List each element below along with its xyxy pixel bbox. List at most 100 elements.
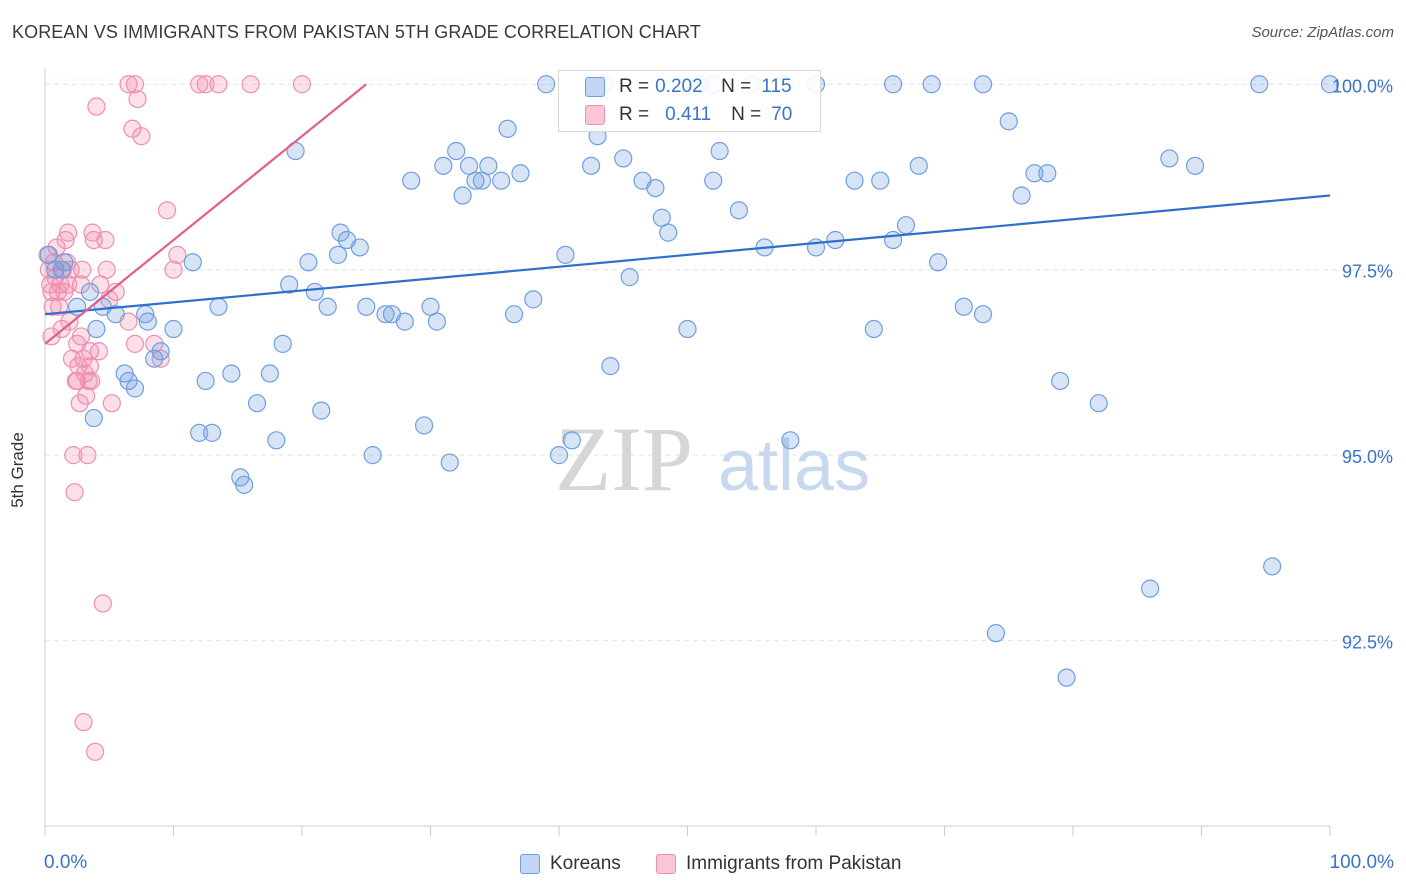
pakistan-point: [164, 260, 183, 279]
legend-row-pakistan: R = 0.411 N = 70: [559, 101, 792, 129]
korean-point: [922, 75, 941, 94]
koreans-n-value: 115: [761, 76, 792, 97]
pakistan-legend-swatch: [656, 854, 676, 874]
korean-point: [1025, 164, 1044, 183]
korean-point: [260, 364, 279, 383]
korean-point: [280, 275, 299, 294]
x-tick-label-min: 0.0%: [44, 852, 88, 873]
pakistan-n-value: 70: [771, 104, 793, 125]
korean-point: [235, 475, 254, 494]
korean-point: [678, 319, 697, 339]
korean-point: [511, 164, 530, 183]
korean-point: [138, 312, 157, 331]
pakistan-point: [125, 75, 145, 94]
pakistan-r-value: 0.411: [665, 104, 712, 125]
korean-point: [312, 401, 331, 420]
korean-point: [620, 268, 639, 287]
pakistan-point: [60, 312, 79, 331]
korean-point: [704, 171, 723, 190]
pakistan-point: [119, 75, 138, 94]
bottom-legend-pakistan: Immigrants from Pakistan: [656, 852, 901, 876]
pakistan-point: [73, 260, 92, 279]
korean-point: [524, 290, 543, 309]
pakistan-point: [59, 223, 78, 242]
korean-point: [447, 141, 466, 161]
pakistan-point: [102, 394, 121, 413]
x-tick-label-max: 100.0%: [1329, 852, 1394, 873]
y-tick-label: 95.0%: [1342, 447, 1393, 467]
watermark-zip: ZIP: [555, 408, 693, 510]
pakistan-point: [86, 742, 105, 761]
korean-point: [434, 156, 453, 175]
korean-point: [549, 446, 569, 465]
pakistan-point: [65, 483, 84, 502]
korean-point: [1012, 186, 1031, 205]
korean-point: [106, 305, 125, 324]
pakistan-point: [132, 127, 151, 146]
pakistan-point: [87, 97, 106, 116]
pakistan-point: [64, 446, 83, 465]
pakistan-trend-line: [44, 83, 367, 345]
korean-point: [973, 305, 993, 324]
korean-point: [145, 349, 164, 368]
korean-point: [350, 238, 369, 257]
korean-point: [427, 312, 447, 331]
korean-point: [376, 305, 395, 324]
korean-point: [84, 408, 103, 428]
pakistan-point: [74, 713, 93, 732]
korean-point: [896, 216, 916, 235]
n-label: N =: [721, 76, 752, 97]
korean-point: [845, 171, 864, 190]
korean-point: [299, 253, 318, 272]
pakistan-point: [74, 349, 93, 368]
y-tick-labels: 92.5% 95.0% 97.5% 100.0%: [1332, 76, 1393, 652]
korean-points: [39, 75, 1340, 687]
korean-point: [1263, 557, 1282, 576]
pakistan-point: [78, 446, 97, 465]
korean-point: [151, 342, 170, 361]
korean-point: [729, 201, 749, 220]
legend-row-koreans: R = 0.202 N = 115: [559, 73, 792, 101]
korean-point: [582, 156, 601, 175]
pakistan-points: [38, 75, 312, 761]
y-tick-label: 100.0%: [1332, 76, 1393, 96]
korean-point: [55, 253, 74, 272]
pakistan-point: [91, 275, 110, 294]
y-tick-label: 92.5%: [1342, 633, 1393, 653]
korean-point: [136, 305, 155, 324]
pakistan-point: [241, 75, 260, 94]
korean-point: [601, 357, 620, 376]
pakistan-point: [70, 394, 89, 413]
r-label: R =: [619, 104, 650, 125]
korean-point: [562, 431, 581, 450]
bottom-legend-koreans: Koreans: [520, 852, 621, 876]
korean-point: [1140, 579, 1160, 598]
korean-point: [781, 431, 800, 450]
pakistan-point: [168, 245, 187, 264]
korean-point: [1160, 149, 1179, 168]
pakistan-point: [71, 327, 91, 346]
korean-point: [954, 297, 973, 316]
pakistan-swatch: [585, 105, 605, 125]
korean-point: [125, 379, 145, 398]
pakistan-point: [209, 75, 228, 94]
korean-point: [183, 253, 202, 272]
korean-point: [909, 156, 928, 175]
pakistan-point: [80, 357, 100, 376]
korean-point: [395, 312, 414, 331]
korean-point: [556, 245, 575, 264]
korean-point: [87, 319, 106, 339]
korean-point: [440, 453, 459, 472]
korean-point: [504, 305, 524, 324]
koreans-legend-swatch: [520, 854, 540, 874]
korean-point: [196, 371, 215, 391]
koreans-r-value: 0.202: [655, 76, 703, 97]
pakistan-point: [82, 371, 101, 391]
pakistan-point: [93, 594, 112, 613]
korean-point: [928, 253, 948, 272]
korean-point: [479, 156, 498, 175]
korean-point: [1038, 164, 1057, 183]
koreans-swatch: [585, 77, 605, 97]
korean-point: [190, 423, 209, 442]
